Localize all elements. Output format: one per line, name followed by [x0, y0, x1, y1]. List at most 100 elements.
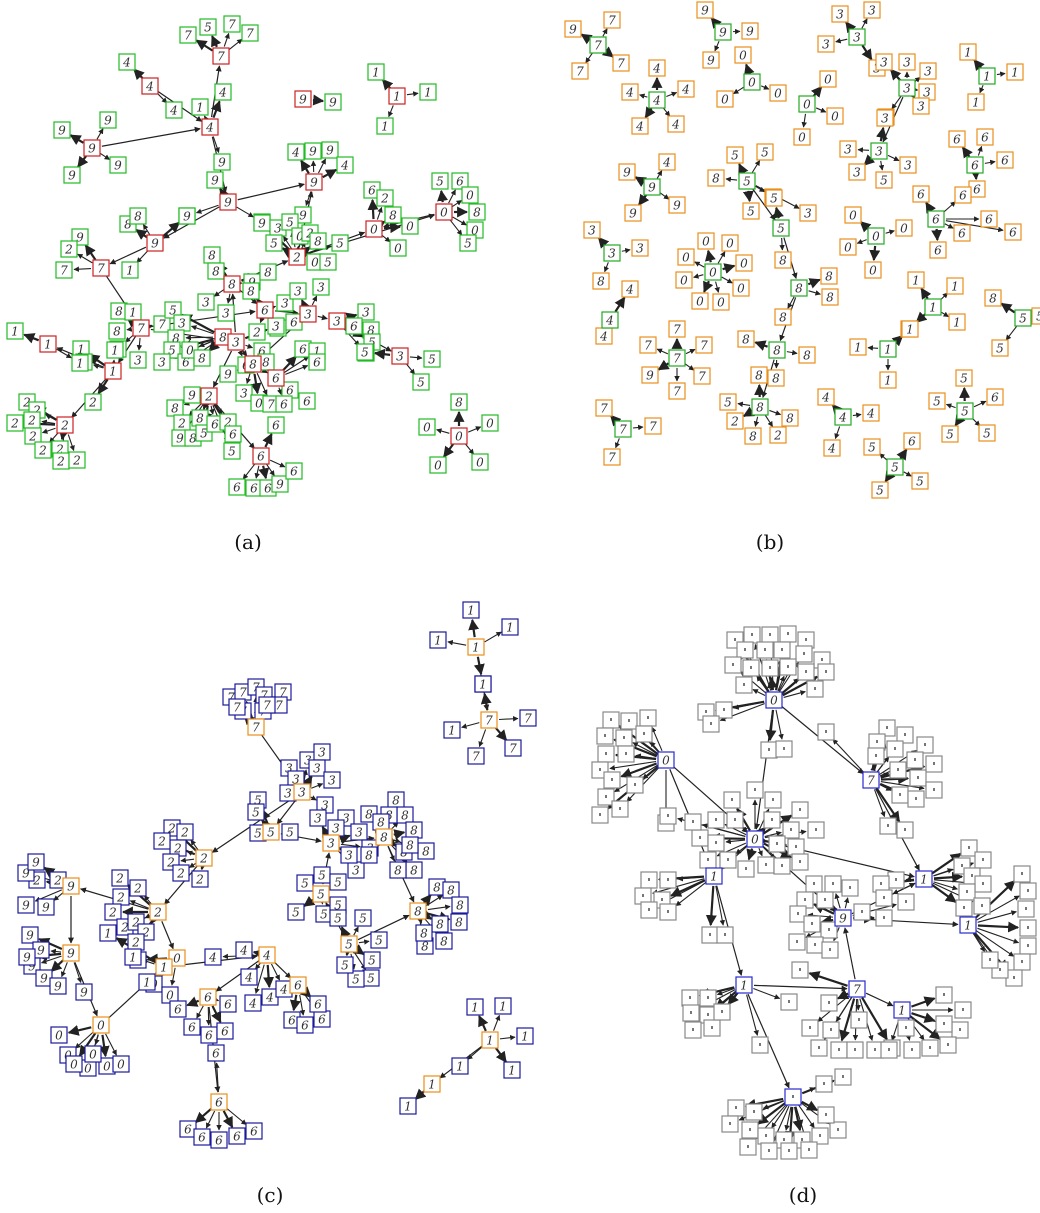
- node-group: 0 0 7 0 1 1 9 1 1 7 1: [591, 625, 1037, 1160]
- node-digit-label: 3: [355, 826, 363, 840]
- node-digit-label: 1: [912, 274, 920, 288]
- edge-arrow: [384, 835, 397, 847]
- edge-arrow: [442, 443, 455, 458]
- neighbor-node: 7: [228, 698, 246, 716]
- edge-arrow: [642, 765, 659, 780]
- edge-arrow: [301, 775, 313, 788]
- edge-arrow: [737, 401, 751, 408]
- neighbor-node: 7: [179, 26, 197, 44]
- neighbor-node: 8: [750, 366, 768, 384]
- node-digit-label: 9: [648, 181, 656, 195]
- node-digit-label: 3: [314, 812, 322, 826]
- neighbor-node: 8: [242, 282, 260, 300]
- hub-node: 8: [751, 398, 769, 416]
- neighbor-node: 3: [899, 156, 917, 174]
- node-digit-label: 8: [314, 235, 322, 249]
- edge-arrow: [222, 1110, 234, 1129]
- node-digit-label: 9: [26, 929, 34, 943]
- neighbor-node: 9: [741, 22, 759, 40]
- node-digit-label: 9: [310, 176, 318, 190]
- neighbor-node: [760, 1142, 778, 1160]
- node-digit-label: 9: [67, 947, 75, 961]
- node-digit-label: 6: [917, 188, 925, 202]
- node-digit-label: 4: [244, 971, 253, 985]
- neighbor-node: 6: [953, 224, 971, 242]
- caption-b: (b): [755, 530, 785, 554]
- node-digit-label: 8: [414, 905, 422, 919]
- neighbor-node: 1: [121, 261, 139, 279]
- node-digit-label: 6: [908, 435, 916, 449]
- edge-arrow: [754, 340, 768, 351]
- edge-arrow: [210, 100, 222, 119]
- neighbor-node: 7: [639, 336, 657, 354]
- edge-arrow: [236, 206, 254, 218]
- edge-arrow: [634, 176, 647, 187]
- edge-arrow: [975, 930, 1015, 957]
- neighbor-node: 6: [267, 416, 285, 434]
- neighbor-node: 9: [63, 166, 81, 184]
- edge-arrow: [40, 955, 62, 964]
- edge-arrow: [73, 962, 82, 984]
- neighbor-node: [640, 901, 658, 919]
- node-digit-label: 6: [1001, 154, 1009, 168]
- hub-node: 7: [614, 420, 632, 438]
- node-digit-label: 5: [254, 794, 262, 808]
- node-digit-label: 4: [340, 159, 349, 173]
- node-digit-label: 9: [309, 145, 317, 159]
- neighbor-node: 8: [384, 206, 402, 224]
- edge-arrow: [93, 363, 104, 370]
- node-digit-label: 5: [417, 376, 425, 390]
- edge-arrow: [282, 355, 297, 372]
- neighbor-node: 3: [308, 759, 326, 777]
- node-digit-label: 4: [821, 391, 830, 405]
- node-digit-label: 5: [168, 344, 176, 358]
- neighbor-node: 3: [313, 743, 331, 761]
- neighbor-node: [974, 851, 992, 869]
- hub-node: 5: [772, 219, 790, 237]
- node-digit-label: 8: [212, 265, 220, 279]
- neighbor-node: 5: [281, 823, 299, 841]
- node-digit-label: 4: [599, 330, 608, 344]
- node-digit-label: 9: [719, 26, 727, 40]
- node-digit-label: 1: [1011, 66, 1019, 80]
- node-digit-label: 3: [875, 145, 883, 159]
- neighbor-node: [803, 915, 821, 933]
- neighbor-node: 6: [200, 1026, 218, 1044]
- neighbor-node: [682, 1004, 700, 1022]
- edge-arrow: [252, 948, 265, 960]
- node-digit-label: 3: [332, 822, 340, 836]
- neighbor-node: 2: [52, 452, 70, 470]
- node-digit-label: 1: [486, 1034, 494, 1048]
- neighbor-node: 8: [450, 913, 468, 931]
- edge-arrow: [69, 134, 84, 145]
- neighbor-node: 5: [742, 202, 760, 220]
- edge-arrow: [879, 453, 888, 461]
- node-digit-label: 9: [707, 54, 715, 68]
- edge-arrow: [170, 967, 176, 986]
- node-digit-label: 9: [746, 25, 754, 39]
- neighbor-node: [817, 723, 835, 741]
- edge-arrow: [896, 448, 908, 461]
- neighbor-node: 3: [197, 293, 215, 311]
- edge-arrow: [684, 363, 695, 371]
- edge-arrow: [725, 176, 738, 183]
- hub-node: 0: [168, 949, 186, 967]
- edge-arrow: [775, 709, 784, 740]
- node-digit-label: 0: [803, 98, 811, 112]
- node-digit-label: 7: [252, 721, 260, 735]
- node-digit-label: 1: [381, 120, 389, 134]
- neighbor-node: 6: [169, 1000, 187, 1018]
- edge-arrow: [867, 345, 879, 351]
- node-digit-label: 2: [55, 443, 64, 457]
- edge-arrow: [941, 311, 949, 318]
- neighbor-node: [626, 776, 644, 794]
- neighbor-node: [896, 821, 914, 839]
- neighbor-node: [897, 893, 915, 911]
- neighbor-node: 2: [129, 879, 147, 897]
- neighbor-node: [735, 676, 753, 694]
- edge-arrow: [270, 963, 281, 981]
- neighbor-node: [817, 663, 835, 681]
- node-digit-label: 2: [38, 444, 47, 458]
- neighbor-node: [699, 851, 717, 869]
- node-digit-label: 7: [576, 65, 584, 79]
